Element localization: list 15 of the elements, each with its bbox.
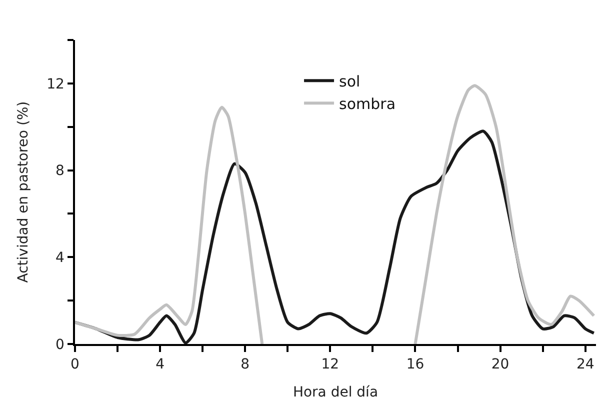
- x-tick-label: 16: [406, 356, 424, 373]
- legend-label: sol: [339, 72, 360, 90]
- x-tick-label: 0: [70, 356, 80, 373]
- y-tick-label: 4: [56, 250, 65, 266]
- x-tick-label: 8: [240, 356, 250, 373]
- x-tick-label: 4: [156, 356, 165, 373]
- x-tick-label: 12: [321, 356, 340, 373]
- x-tick-label: 24: [576, 356, 594, 373]
- y-tick-label: 12: [46, 76, 64, 92]
- legend-label: sombra: [339, 94, 396, 113]
- y-tick-label: 0: [56, 336, 64, 353]
- y-tick-label: 8: [56, 163, 64, 180]
- x-axis-title: Hora del día: [292, 384, 378, 400]
- y-axis-title: Actividad en pastoreo (%): [16, 101, 32, 283]
- x-tick-label: 20: [491, 356, 510, 373]
